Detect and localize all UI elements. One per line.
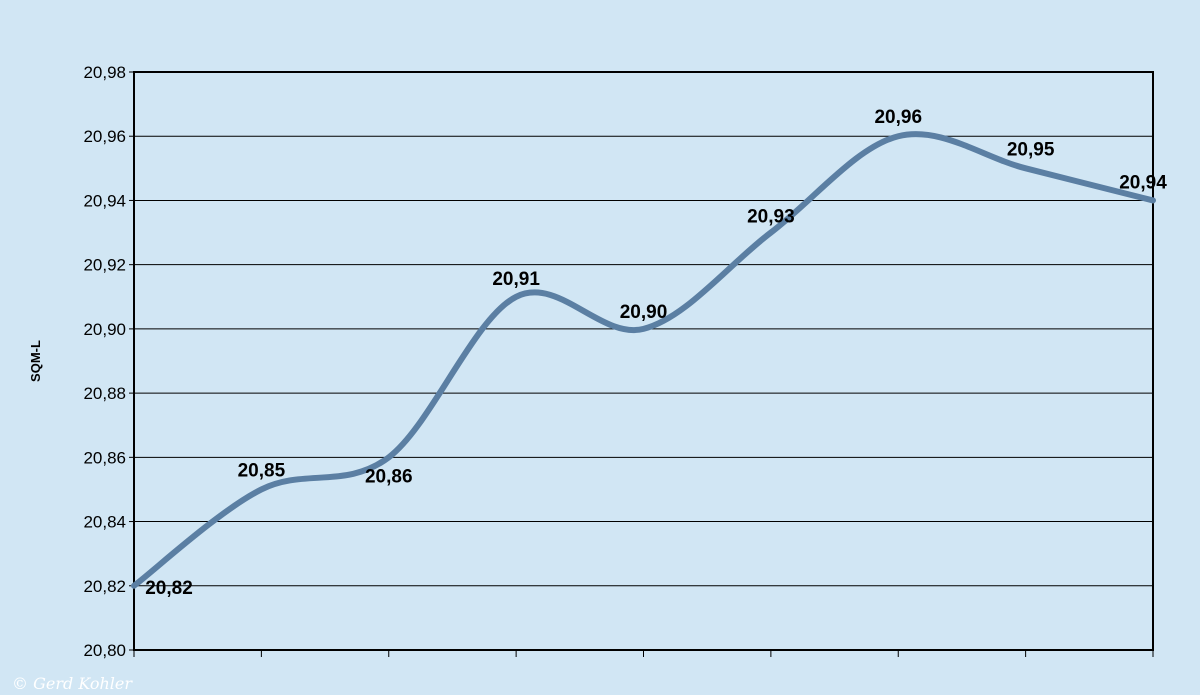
y-tick-label: 20,84 (83, 513, 126, 532)
data-label: 20,85 (238, 460, 286, 481)
gridlines (134, 135, 1153, 587)
y-tick-label: 20,92 (83, 256, 126, 275)
data-labels: 20,82 20,85 20,86 20,91 20,90 20,93 20,96 20,95… (145, 107, 1167, 599)
data-label: 20,93 (747, 207, 795, 228)
data-label: 20,82 (145, 578, 193, 599)
y-tick-label: 20,94 (83, 191, 126, 210)
data-label: 20,86 (365, 466, 413, 487)
y-tick-label: 20,90 (83, 320, 126, 339)
y-tick-label: 20,80 (83, 641, 126, 660)
y-tick-label: 20,98 (83, 63, 126, 82)
data-label: 20,96 (874, 107, 922, 128)
data-label: 20,95 (1007, 139, 1055, 160)
y-axis-ticks: 20,80 20,82 20,84 20,86 20,88 20,90 20,92 20,94… (83, 63, 134, 660)
data-label: 20,90 (620, 302, 668, 323)
series-group (131, 131, 1156, 589)
y-tick-label: 20,96 (83, 127, 126, 146)
x-axis-ticks (133, 650, 1154, 657)
series-line (131, 131, 1156, 589)
y-tick-label: 20,86 (83, 448, 126, 467)
y-tick-label: 20,88 (83, 384, 126, 403)
copyright-text: © Gerd Kohler (12, 674, 133, 693)
y-axis-title: SQM-L (28, 340, 43, 382)
y-tick-label: 20,82 (83, 577, 126, 596)
data-label: 20,91 (492, 269, 540, 290)
data-label: 20,94 (1119, 172, 1167, 193)
